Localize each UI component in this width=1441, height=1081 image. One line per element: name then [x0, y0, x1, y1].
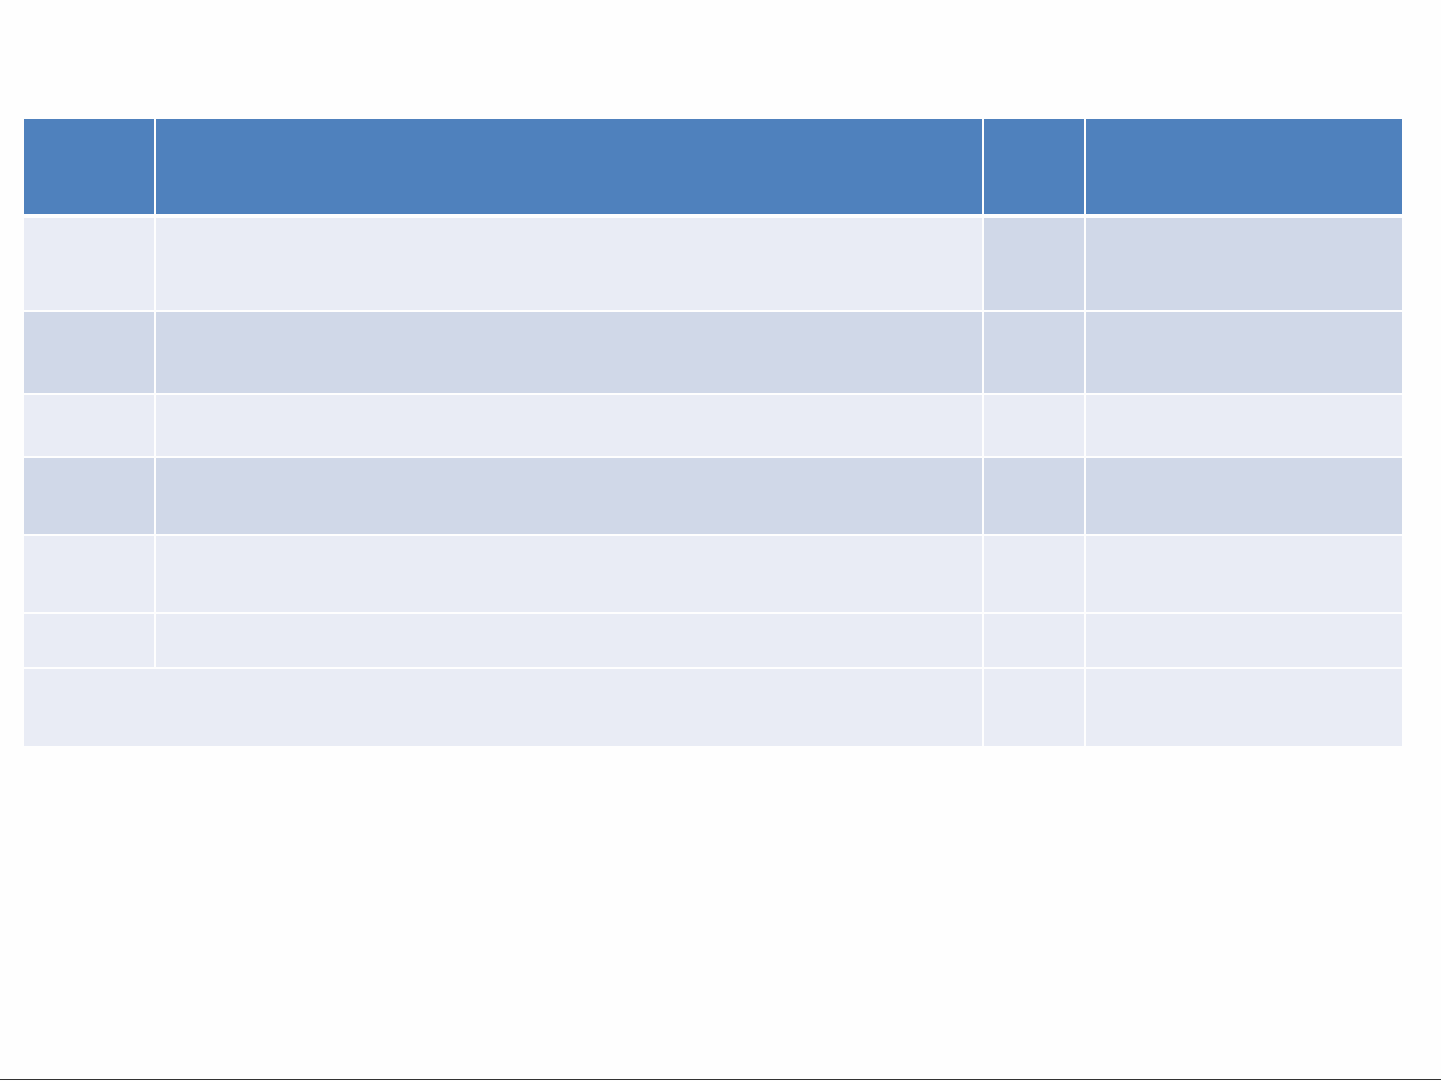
cell — [156, 218, 982, 310]
cell — [1086, 218, 1402, 310]
cell — [24, 614, 154, 667]
cell — [156, 458, 982, 534]
cell — [984, 669, 1084, 746]
cell — [984, 312, 1084, 393]
cell — [1086, 669, 1402, 746]
cell — [1086, 458, 1402, 534]
header-cell — [1086, 119, 1402, 214]
cell — [1086, 312, 1402, 393]
header-cell — [156, 119, 982, 214]
cell — [24, 312, 154, 393]
cell — [1086, 536, 1402, 612]
cell — [1086, 614, 1402, 667]
table — [24, 119, 1402, 746]
cell — [984, 395, 1084, 456]
cell — [24, 669, 982, 746]
header-cell — [984, 119, 1084, 214]
header-cell — [24, 119, 154, 214]
cell — [156, 312, 982, 393]
cell — [156, 395, 982, 456]
cell — [984, 614, 1084, 667]
cell — [984, 458, 1084, 534]
cell — [156, 614, 982, 667]
cell — [984, 218, 1084, 310]
cell — [24, 536, 154, 612]
cell — [24, 458, 154, 534]
cell — [156, 536, 982, 612]
cell — [984, 536, 1084, 612]
cell — [1086, 395, 1402, 456]
cell — [24, 218, 154, 310]
cell — [24, 395, 154, 456]
